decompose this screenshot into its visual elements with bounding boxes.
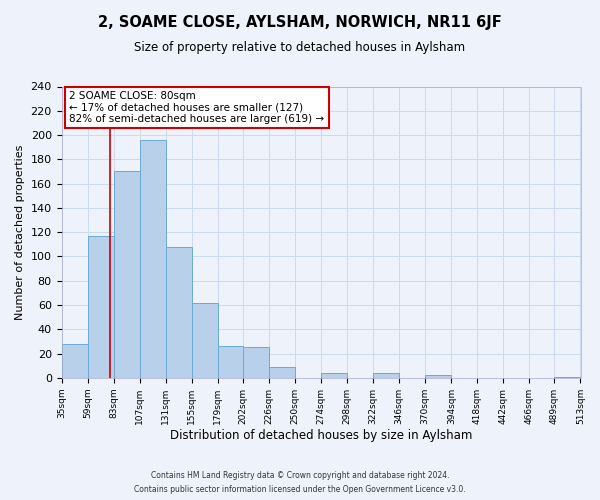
Bar: [554, 376, 580, 378]
Text: 2 SOAME CLOSE: 80sqm
← 17% of detached houses are smaller (127)
82% of semi-deta: 2 SOAME CLOSE: 80sqm ← 17% of detached h…: [70, 91, 325, 124]
Bar: [243, 348, 269, 378]
Bar: [269, 367, 295, 378]
Bar: [166, 246, 192, 378]
Text: Contains public sector information licensed under the Open Government Licence v3: Contains public sector information licen…: [134, 484, 466, 494]
Text: Contains HM Land Registry data © Crown copyright and database right 2024.: Contains HM Land Registry data © Crown c…: [151, 472, 449, 480]
Bar: [88, 236, 113, 378]
Text: 2, SOAME CLOSE, AYLSHAM, NORWICH, NR11 6JF: 2, SOAME CLOSE, AYLSHAM, NORWICH, NR11 6…: [98, 15, 502, 30]
Bar: [113, 172, 140, 378]
Bar: [425, 376, 451, 378]
Bar: [321, 373, 347, 378]
Y-axis label: Number of detached properties: Number of detached properties: [15, 144, 25, 320]
Bar: [373, 373, 399, 378]
Bar: [140, 140, 166, 378]
Bar: [62, 344, 88, 378]
Bar: [192, 302, 218, 378]
X-axis label: Distribution of detached houses by size in Aylsham: Distribution of detached houses by size …: [170, 430, 472, 442]
Text: Size of property relative to detached houses in Aylsham: Size of property relative to detached ho…: [134, 41, 466, 54]
Bar: [218, 346, 243, 378]
